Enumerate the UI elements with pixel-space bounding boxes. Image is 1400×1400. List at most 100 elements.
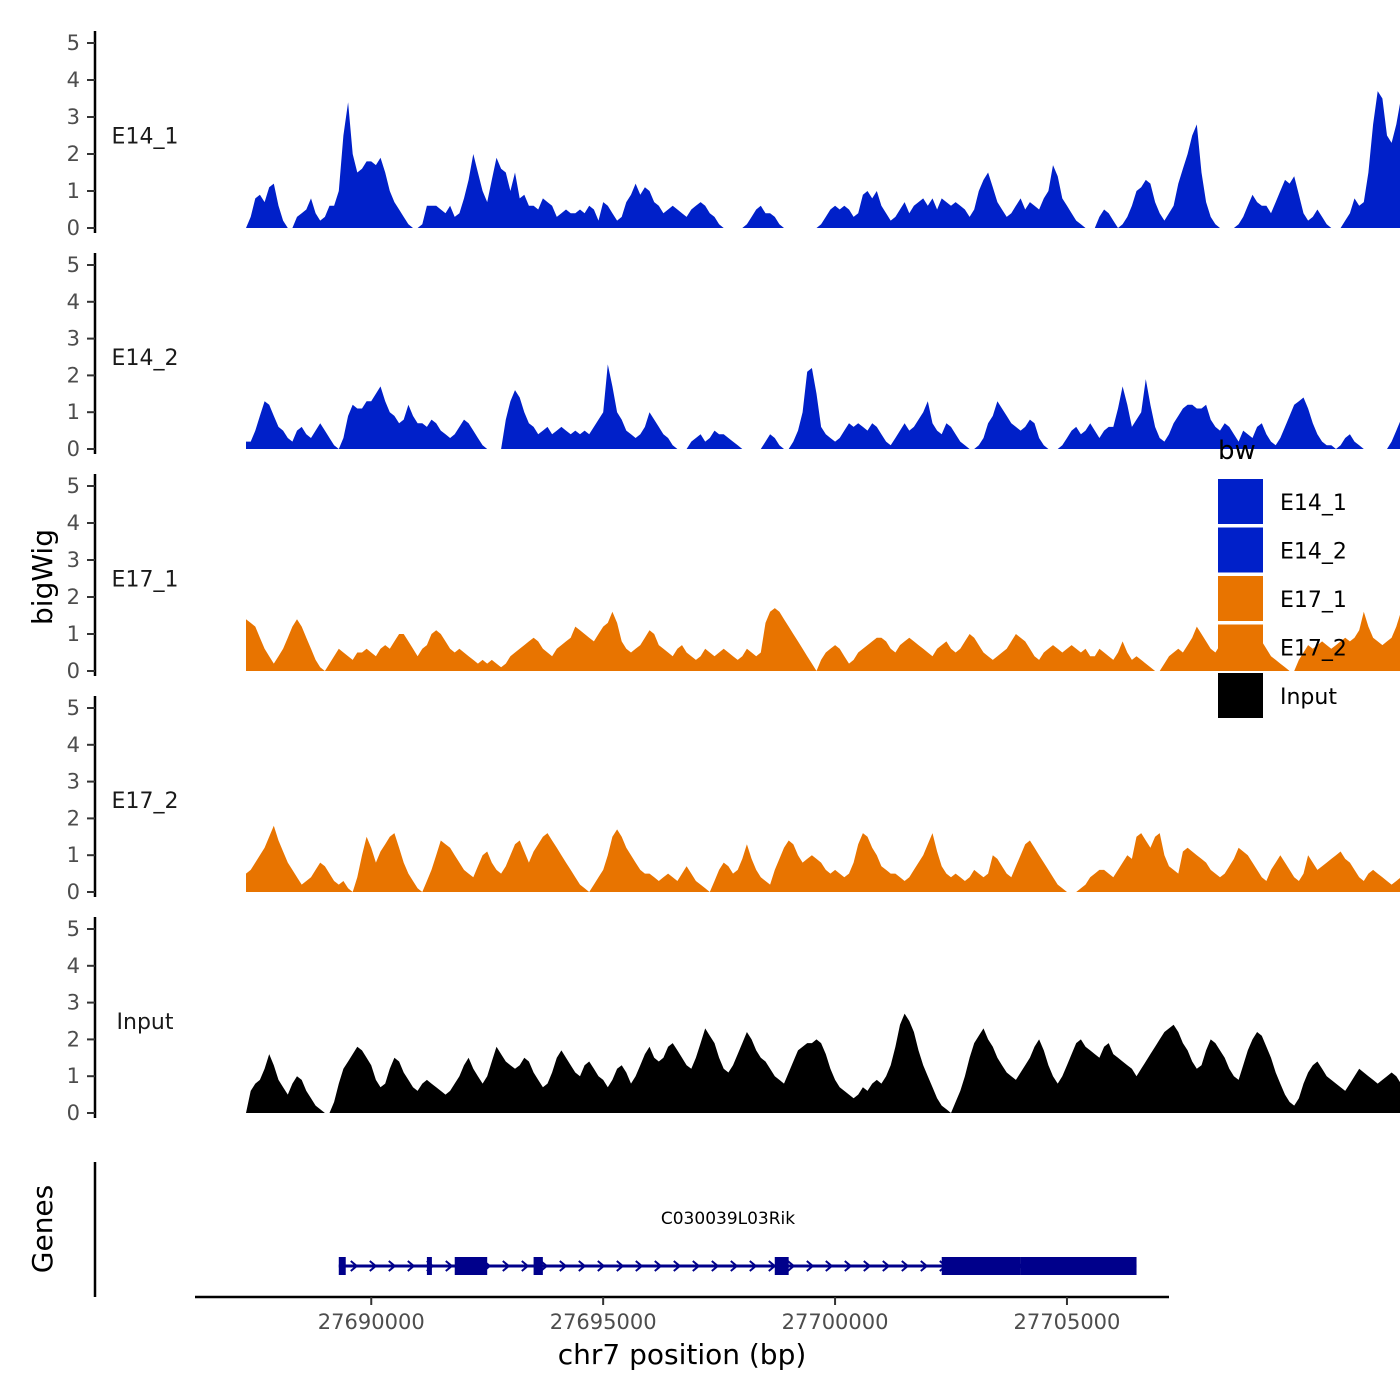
y-tick-label-E14_1-5: 5 [67,31,80,55]
gene-exon-1 [338,1257,346,1275]
legend-label-E14_2: E14_2 [1280,540,1347,565]
gene-exon-3 [454,1257,488,1275]
gene-name-label: C030039L03Rik [661,1209,795,1229]
strand-arrow-icon [578,1260,587,1272]
y-tick-label-E17_2-2: 2 [67,806,80,830]
y-tick-label-E17_2-3: 3 [67,770,80,794]
x-tick-label-27700000: 27700000 [782,1310,889,1334]
y-tick-label-E14_2-2: 2 [67,363,80,387]
legend-key-E14_2 [1218,527,1263,573]
track-panels: 0 1 2 3 4 5 E14_1 0 1 2 3 4 5 E14_2 0 1 2 3 4 5 E17_1 0 1 2 3 4 5 E… [67,31,1400,1125]
y-tick-label-E14_2-4: 4 [67,290,80,314]
strand-arrow-icon [844,1260,853,1272]
gene-track-panel: Genes C030039L03Rik [26,1162,1137,1297]
y-tick-label-E14_1-4: 4 [67,68,80,92]
y-tick-label-E17_2-5: 5 [67,696,80,720]
y-tick-label-Input-4: 4 [67,954,80,978]
track-Input: 0 1 2 3 4 5 Input [67,917,1400,1125]
y-tick-label-Input-5: 5 [67,917,80,941]
x-tick-label-27695000: 27695000 [550,1310,657,1334]
strand-arrow-icon [692,1260,701,1272]
strand-arrow-icon [673,1260,682,1272]
y-tick-label-E14_2-0: 0 [67,437,80,461]
y-tick-label-E17_1-2: 2 [67,585,80,609]
y-tick-label-E14_1-3: 3 [67,105,80,129]
track-label-E17_2: E17_2 [112,789,179,814]
strand-arrow-icon [711,1260,720,1272]
y-tick-label-Input-3: 3 [67,991,80,1015]
y-tick-label-E14_2-5: 5 [67,253,80,277]
area-Input [246,1013,1400,1113]
strand-arrow-icon [749,1260,758,1272]
x-tick-label-27690000: 27690000 [318,1310,425,1334]
legend-key-E14_1 [1218,479,1263,524]
y-tick-label-E17_1-0: 0 [67,659,80,683]
y-tick-label-E14_1-1: 1 [67,179,80,203]
gene-exon-6 [941,1257,1021,1275]
strand-arrow-icon [654,1260,663,1272]
legend-key-Input [1218,673,1263,718]
y-tick-label-E17_1-5: 5 [67,474,80,498]
legend-label-E14_1: E14_1 [1280,491,1347,516]
area-E14_1 [246,91,1400,228]
strand-arrow-icon [388,1260,397,1272]
strand-arrow-icon [787,1260,796,1272]
strand-arrow-icon [730,1260,739,1272]
track-label-E14_1: E14_1 [112,125,179,150]
strand-arrow-icon [635,1260,644,1272]
y-tick-label-E14_2-1: 1 [67,400,80,424]
y-tick-label-E14_1-0: 0 [67,216,80,240]
genes-axis-title: Genes [26,1185,59,1273]
y-tick-label-Input-2: 2 [67,1027,80,1051]
legend-key-E17_1 [1218,576,1263,621]
track-label-E17_1: E17_1 [112,568,179,593]
y-tick-label-E17_1-4: 4 [67,511,80,535]
strand-arrow-icon [597,1260,606,1272]
track-label-Input: Input [117,1010,174,1035]
track-E14_2: 0 1 2 3 4 5 E14_2 [67,253,1400,461]
legend-label-Input: Input [1280,685,1337,710]
area-E17_2 [246,825,1400,892]
legend-label-E17_2: E17_2 [1280,637,1347,662]
legend-key-E17_2 [1218,624,1263,670]
y-tick-label-E17_2-1: 1 [67,843,80,867]
strand-arrow-icon [369,1260,378,1272]
strand-arrow-icon [445,1260,454,1272]
track-E14_1: 0 1 2 3 4 5 E14_1 [67,31,1400,240]
legend: bw E14_1 E14_2 E17_1 E17_2 Input [1218,436,1347,718]
gene-exon-4 [533,1257,543,1275]
y-tick-label-E14_1-2: 2 [67,142,80,166]
strand-arrow-icon [920,1260,929,1272]
track-E17_2: 0 1 2 3 4 5 E17_2 [67,696,1400,904]
strand-arrow-icon [350,1260,359,1272]
gene-exon-2 [426,1257,432,1275]
y-tick-label-E17_1-1: 1 [67,622,80,646]
strand-arrow-icon [901,1260,910,1272]
strand-arrow-icon [806,1260,815,1272]
gene-exon-5 [774,1257,789,1275]
x-axis: chr7 position (bp) 27690000 27695000 27700… [195,1295,1169,1371]
track-E17_1: 0 1 2 3 4 5 E17_1 [67,474,1400,683]
y-tick-label-E17_2-4: 4 [67,733,80,757]
gene-exon-7 [1020,1257,1137,1275]
area-E17_1 [246,608,1400,671]
strand-arrow-icon [502,1260,511,1272]
y-tick-label-E14_2-3: 3 [67,327,80,351]
area-E14_2 [246,364,1400,449]
x-tick-label-27705000: 27705000 [1014,1310,1121,1334]
y-tick-label-E17_1-3: 3 [67,548,80,572]
x-axis-title: chr7 position (bp) [558,1338,807,1371]
strand-arrow-icon [616,1260,625,1272]
track-label-E14_2: E14_2 [112,346,179,371]
strand-arrow-icon [882,1260,891,1272]
y-tick-label-Input-0: 0 [67,1101,80,1125]
strand-arrow-icon [863,1260,872,1272]
y-tick-label-E17_2-0: 0 [67,880,80,904]
strand-arrow-icon [825,1260,834,1272]
strand-arrow-icon [407,1260,416,1272]
y-axis-title: bigWig [26,529,59,625]
gene-model [338,1257,1137,1275]
strand-arrow-icon [559,1260,568,1272]
legend-label-E17_1: E17_1 [1280,588,1347,613]
